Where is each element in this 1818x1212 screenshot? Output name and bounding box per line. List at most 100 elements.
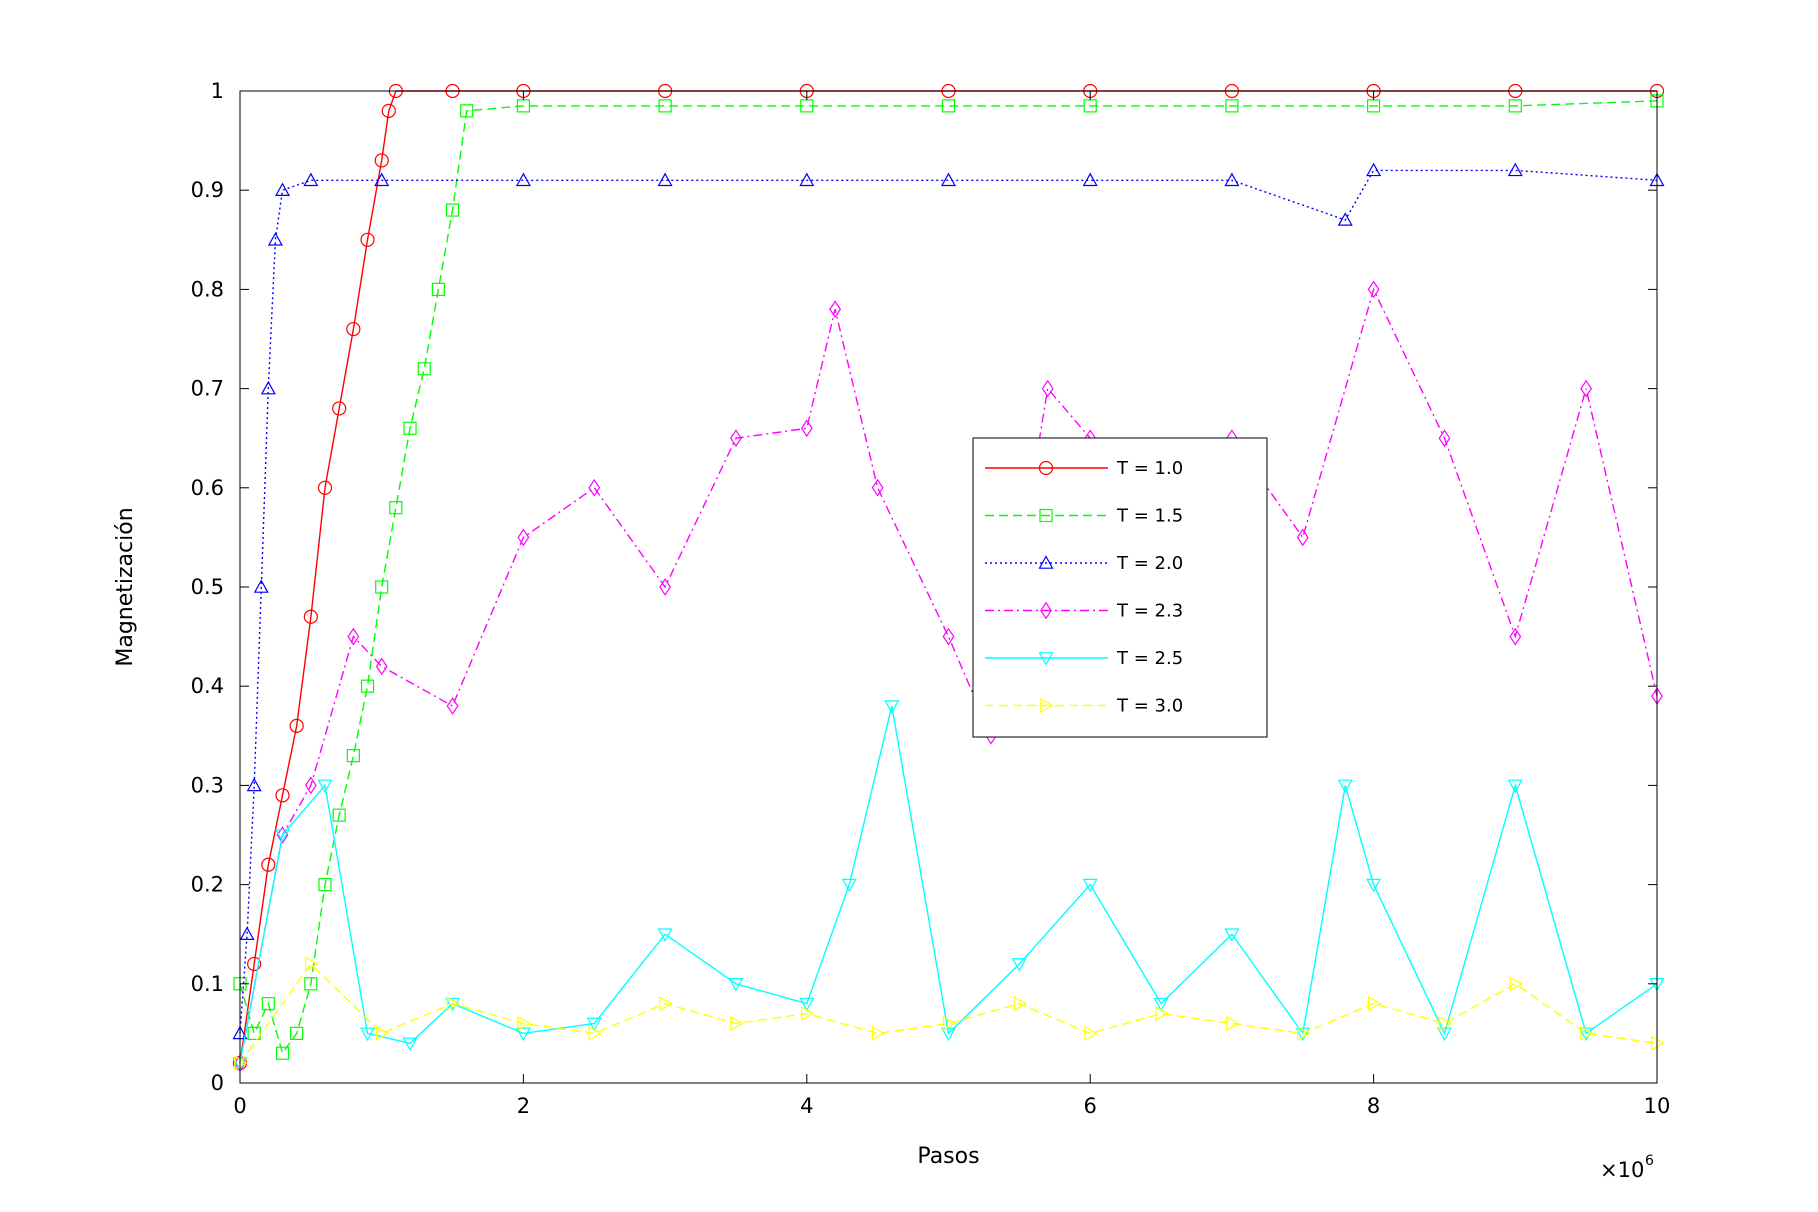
data-point (657, 172, 673, 187)
legend-item: T = 3.0 (985, 696, 1183, 717)
data-point (317, 779, 333, 794)
data-point (1011, 958, 1027, 972)
data-point (303, 609, 318, 624)
legend-item: T = 1.5 (985, 506, 1183, 527)
y-tick-label: 0.5 (191, 575, 224, 599)
data-point (1082, 878, 1098, 893)
data-point (332, 808, 346, 822)
legend-label: T = 2.3 (1116, 601, 1183, 622)
data-point (460, 104, 474, 118)
data-point (347, 627, 360, 646)
data-point (1436, 1027, 1452, 1042)
x-tick-label: 4 (800, 1094, 813, 1118)
data-point (346, 749, 360, 763)
data-point (381, 103, 396, 118)
data-point (267, 232, 283, 246)
data-point (871, 1025, 886, 1041)
data-point (374, 172, 390, 187)
data-point (445, 203, 460, 217)
data-point (1153, 997, 1169, 1012)
data-point (253, 579, 269, 593)
legend-label: T = 2.5 (1116, 648, 1183, 669)
data-point (1580, 379, 1593, 398)
data-point (799, 172, 815, 187)
series-line-5 (239, 962, 1658, 1064)
data-point (659, 996, 673, 1012)
data-point (1296, 528, 1309, 547)
data-point (515, 1027, 531, 1042)
legend-swatch-marker (1040, 601, 1052, 620)
y-tick-label: 0.8 (191, 277, 224, 301)
data-point (1224, 928, 1240, 942)
data-point (659, 578, 672, 596)
data-point (1366, 162, 1382, 177)
data-point (1225, 99, 1239, 113)
data-point (730, 429, 742, 448)
data-point (303, 172, 319, 187)
legend-label: T = 1.5 (1116, 506, 1183, 527)
series-1 (233, 94, 1664, 1060)
data-point (517, 1015, 532, 1031)
x-tick-label: 2 (517, 1094, 530, 1118)
data-point (884, 700, 900, 714)
data-point (431, 282, 445, 296)
data-point (515, 172, 531, 187)
data-point (446, 697, 459, 715)
data-point (841, 878, 857, 893)
y-tick-label: 0.9 (191, 178, 224, 202)
data-point (1295, 1027, 1311, 1042)
data-point (1580, 1025, 1594, 1041)
data-point (1041, 379, 1054, 398)
data-point (402, 1037, 418, 1052)
data-point (800, 1006, 815, 1022)
data-point (942, 627, 955, 646)
data-point (1082, 172, 1098, 187)
y-tick-label: 0.4 (191, 674, 224, 698)
legend-swatch-marker (1039, 508, 1053, 523)
data-point (1337, 212, 1353, 226)
series-line-1 (239, 100, 1658, 1055)
data-point (1337, 779, 1353, 794)
legend-swatch-marker (1038, 652, 1054, 666)
data-point (276, 826, 289, 844)
data-point (871, 478, 884, 497)
data-point (1651, 1035, 1665, 1051)
data-point (588, 1025, 602, 1041)
legend: T = 1.0 T = 1.5 T = 2.0 T = 2.3 T = 2.5 T = 3… (972, 437, 1268, 738)
data-point (586, 1017, 602, 1032)
data-point (1367, 996, 1382, 1012)
y-tick-label: 0.7 (191, 377, 224, 401)
x-tick-label: 10 (1644, 1094, 1671, 1118)
data-point (446, 996, 461, 1012)
data-point (1507, 779, 1523, 794)
data-point (588, 478, 601, 497)
data-point (1509, 976, 1524, 992)
data-point (375, 657, 388, 676)
legend-label: T = 2.0 (1116, 553, 1183, 574)
data-point (942, 1015, 957, 1031)
data-point (657, 928, 673, 942)
data-point (1155, 1006, 1169, 1022)
x-tick-label: 6 (1084, 1094, 1097, 1118)
data-point (728, 977, 744, 992)
legend-item: T = 2.3 (985, 601, 1183, 622)
data-point (517, 528, 530, 547)
data-point (829, 300, 842, 319)
data-point (290, 1026, 304, 1041)
data-point (374, 153, 389, 168)
data-point (346, 321, 361, 337)
data-point (730, 1015, 744, 1031)
data-point (1507, 162, 1523, 177)
data-point (941, 99, 956, 113)
data-point (375, 1025, 390, 1041)
legend-label: T = 1.0 (1116, 458, 1183, 479)
data-point (304, 977, 318, 991)
x-multiplier-base: ×10 (1600, 1158, 1644, 1182)
data-point (289, 718, 304, 733)
data-point (239, 926, 255, 941)
data-point (1226, 1015, 1240, 1031)
series-5 (234, 956, 1665, 1071)
data-point (800, 419, 813, 438)
data-point (799, 997, 815, 1012)
